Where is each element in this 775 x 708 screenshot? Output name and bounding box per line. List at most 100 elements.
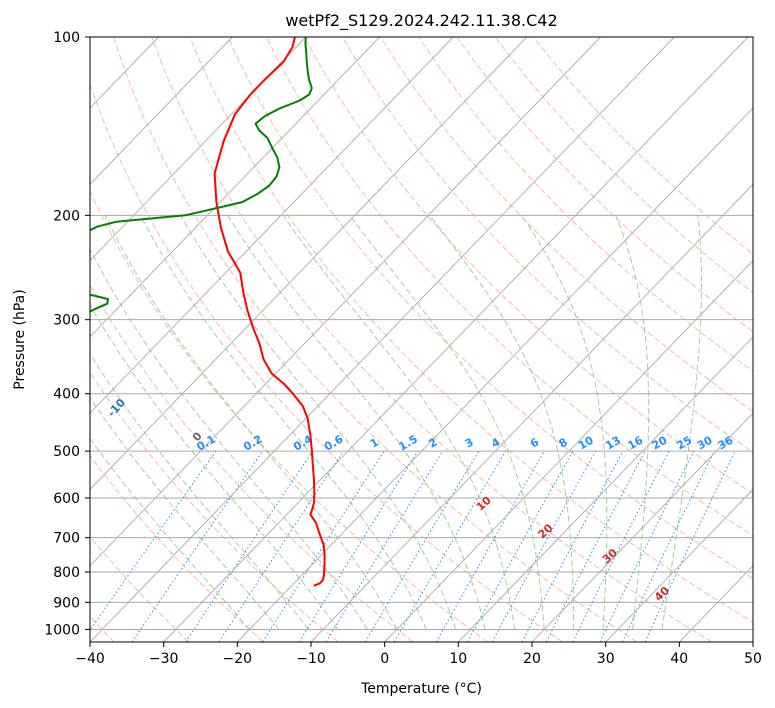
x-tick-label: 20 bbox=[523, 651, 541, 667]
isotherm-line bbox=[237, 107, 753, 642]
mixing-ratio-line bbox=[185, 450, 314, 642]
dry-adiabat-line bbox=[303, 37, 753, 495]
moist-adiabat-line bbox=[139, 215, 427, 630]
dry-adiabat-line bbox=[151, 37, 712, 642]
moist-adiabat-line bbox=[90, 396, 280, 630]
moist-adiabat-line bbox=[90, 247, 368, 630]
dry-adiabats bbox=[90, 37, 753, 642]
isotherm-line bbox=[752, 641, 753, 642]
dry-adiabat-line bbox=[227, 37, 753, 580]
temperature-line bbox=[213, 37, 326, 587]
mixing-ratio-label: 8 bbox=[557, 436, 570, 451]
isotherm-line bbox=[531, 412, 753, 642]
isotherm-line bbox=[458, 336, 753, 642]
moist-adiabat-label: 40 bbox=[652, 584, 672, 604]
mixing-ratio-line bbox=[491, 450, 597, 642]
mixing-ratio-line bbox=[572, 450, 670, 642]
y-tick-label: 100 bbox=[53, 30, 80, 46]
mixing-ratio-line bbox=[545, 450, 646, 642]
mixing-ratio-label: 2 bbox=[426, 436, 439, 451]
mixing-ratio-label: 0.2 bbox=[241, 433, 264, 454]
x-tick-label: −30 bbox=[149, 651, 179, 667]
moist-adiabat-line bbox=[90, 303, 339, 630]
dry-adiabat-line bbox=[90, 82, 563, 642]
isotherm-line bbox=[90, 37, 601, 567]
isotherm-line bbox=[90, 37, 454, 414]
x-tick-label: 30 bbox=[597, 651, 615, 667]
y-tick-label: 1000 bbox=[44, 622, 80, 638]
mixing-ratio-label: 36 bbox=[716, 433, 736, 452]
dewpoint-line bbox=[90, 37, 313, 313]
mixing-ratio-line bbox=[644, 450, 736, 642]
x-tick-label: −10 bbox=[296, 651, 326, 667]
moist-adiabat-label: 10 bbox=[474, 494, 494, 514]
dry-adiabat-line bbox=[90, 284, 414, 642]
y-tick-label: 800 bbox=[53, 565, 80, 581]
y-tick-label: 600 bbox=[53, 491, 80, 507]
isotherm-line bbox=[90, 37, 528, 491]
isotherm-line bbox=[90, 37, 380, 338]
y-tick-label: 300 bbox=[53, 313, 80, 329]
mixing-ratio-line bbox=[599, 450, 695, 642]
isotherm-line bbox=[163, 37, 749, 642]
mixing-ratio-lines bbox=[90, 450, 736, 642]
moist-adiabat-line bbox=[349, 215, 545, 630]
mixing-ratio-label: 20 bbox=[650, 433, 670, 452]
dry-adiabat-line bbox=[90, 371, 339, 642]
moist-adiabats bbox=[90, 215, 702, 630]
x-tick-label: 40 bbox=[670, 651, 688, 667]
mixing-ratio-label: 3 bbox=[463, 436, 476, 451]
sounding-series bbox=[90, 37, 326, 587]
moist-adiabat-label: 30 bbox=[600, 546, 620, 566]
moist-adiabat-line bbox=[90, 437, 250, 630]
x-tick-label: 50 bbox=[744, 651, 762, 667]
isotherm-line bbox=[605, 488, 753, 642]
mixing-ratio-label: 10 bbox=[576, 433, 596, 452]
moist-adiabat-line bbox=[90, 352, 309, 630]
y-tick-label: 700 bbox=[53, 531, 80, 547]
isotherm-line bbox=[384, 259, 753, 642]
isotherm-line bbox=[90, 37, 675, 642]
isotherm-grid bbox=[0, 37, 753, 642]
chart-title: wetPf2_S129.2024.242.11.38.C42 bbox=[285, 11, 557, 31]
dry-adiabat-line bbox=[380, 37, 753, 413]
isotherm-line bbox=[90, 37, 233, 185]
x-tick-label: −20 bbox=[223, 651, 253, 667]
dry-adiabat-line bbox=[189, 37, 753, 623]
isotherm-line bbox=[0, 37, 11, 642]
x-tick-label: −40 bbox=[75, 651, 105, 667]
dry-adiabat-line bbox=[494, 37, 753, 294]
x-axis-title: Temperature (°C) bbox=[360, 681, 482, 697]
moist-adiabat-line bbox=[180, 215, 457, 630]
x-tick-label: 0 bbox=[380, 651, 389, 667]
dry-adiabat-line bbox=[90, 454, 264, 642]
moist-adiabat-line bbox=[104, 215, 398, 630]
moist-adiabat-line bbox=[521, 215, 608, 630]
mixing-ratio-line bbox=[621, 450, 715, 642]
dry-adiabat-line bbox=[90, 190, 488, 642]
x-tick-label: 10 bbox=[449, 651, 467, 667]
y-tick-label: 400 bbox=[53, 387, 80, 403]
isotherm-line bbox=[310, 183, 753, 642]
mixing-ratio-line bbox=[467, 450, 574, 642]
mixing-ratio-label: 4 bbox=[489, 435, 502, 450]
moist-adiabat-line bbox=[429, 215, 575, 630]
mixing-ratio-label: 25 bbox=[674, 434, 694, 453]
mixing-ratio-line bbox=[90, 450, 217, 632]
dry-adiabat-line bbox=[456, 37, 753, 333]
mixing-ratio-label: 6 bbox=[528, 435, 541, 450]
mixing-ratio-label: 13 bbox=[603, 434, 623, 453]
dry-adiabat-line bbox=[90, 535, 190, 642]
moist-adiabat-line bbox=[615, 215, 650, 630]
mixing-ratio-line bbox=[262, 450, 385, 642]
y-axis: 100 200 300 400 500 600 700 800 900 1000 bbox=[44, 30, 90, 638]
mixing-ratio-label: 30 bbox=[695, 433, 715, 452]
mixing-ratio-label: 1 bbox=[368, 436, 381, 451]
y-tick-label: 500 bbox=[53, 444, 80, 460]
mixing-ratio-line bbox=[325, 450, 444, 642]
y-axis-title: Pressure (hPa) bbox=[12, 289, 28, 389]
plot-frame bbox=[89, 36, 754, 643]
y-tick-label: 200 bbox=[53, 208, 80, 224]
mixing-ratio-label: 1.5 bbox=[396, 433, 419, 454]
